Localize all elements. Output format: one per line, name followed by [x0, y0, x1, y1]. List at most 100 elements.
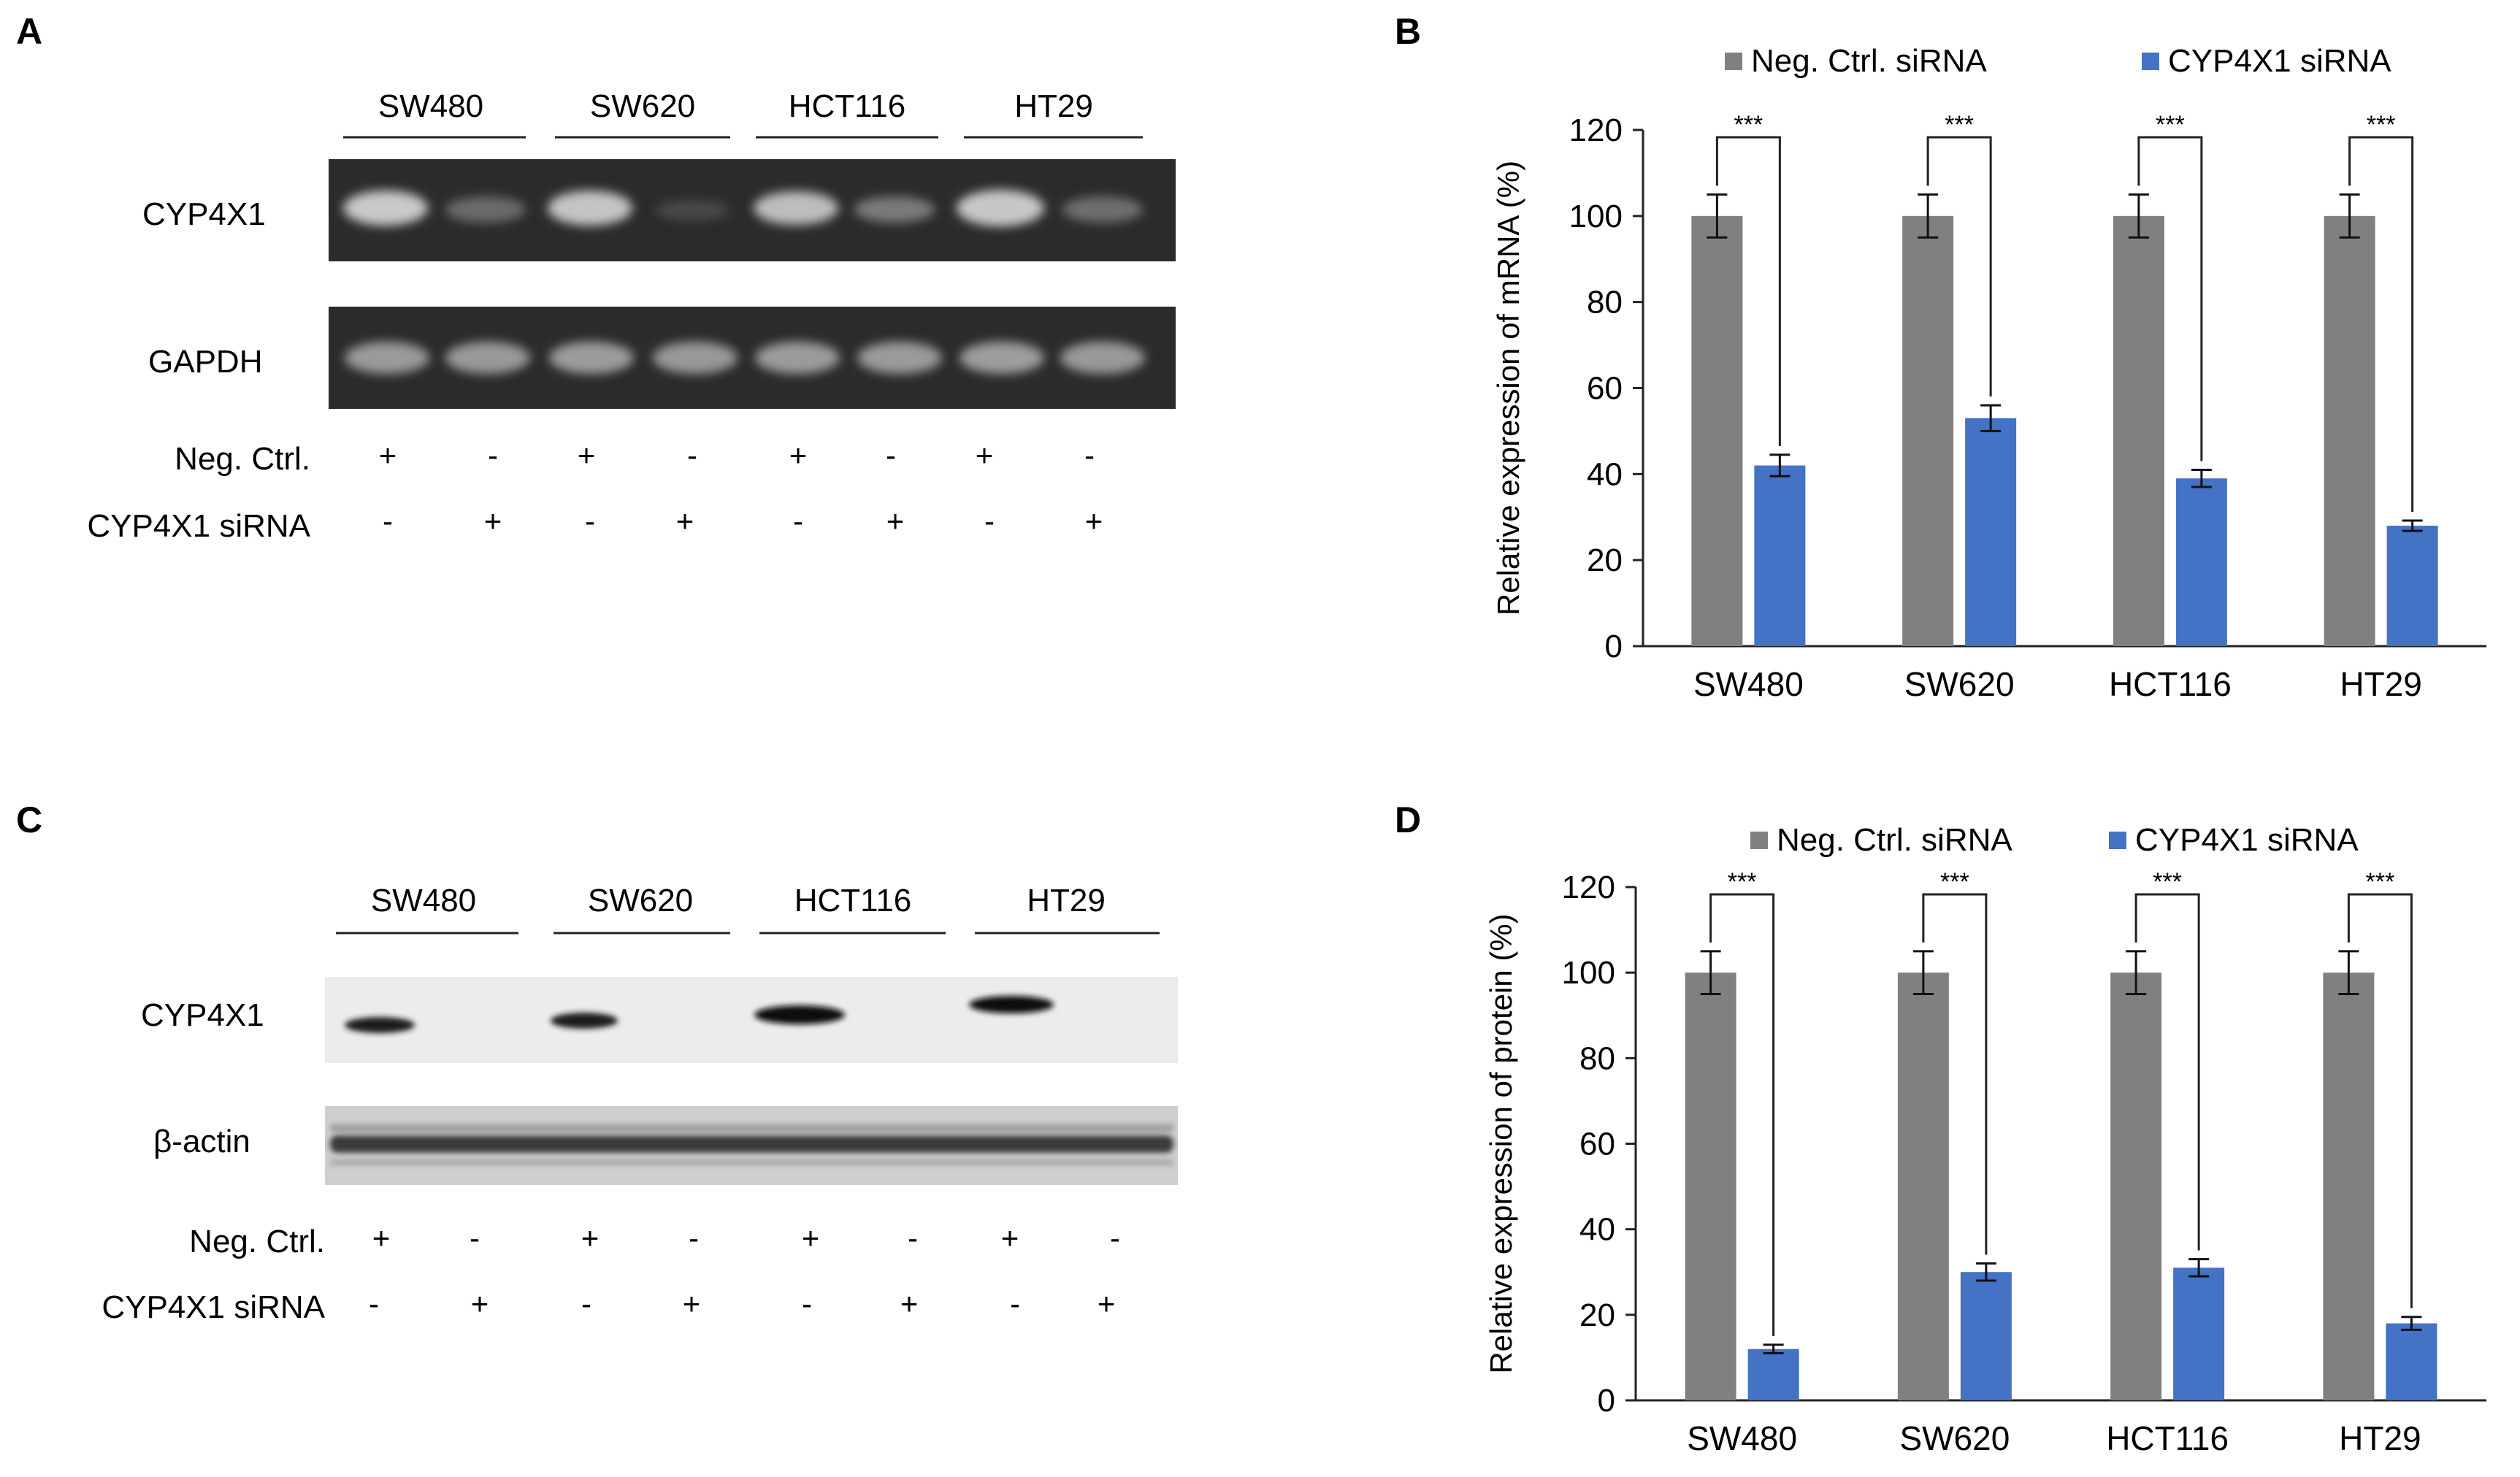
- sign: -: [687, 438, 697, 472]
- bar: [2173, 1267, 2225, 1400]
- sign: -: [488, 438, 498, 472]
- legend-swatch: [1750, 832, 1768, 849]
- x-tick-label: SW480: [1693, 665, 1804, 703]
- panel-c-sirna-label: CYP4X1 siRNA: [102, 1289, 325, 1325]
- panel-a-neg-ctrl-label: Neg. Ctrl.: [175, 441, 310, 477]
- panel-a: A SW480 SW620 HCT116 HT29 CYP4X1 GAPDH: [16, 11, 1176, 544]
- blot-cyp4x1: [325, 977, 1178, 1063]
- chart-protein: 0 20 40 60 80 100 120 Relative expression of pr…: [1484, 822, 2486, 1457]
- panel-a-header-ht29: HT29: [1014, 88, 1093, 124]
- sign: +: [578, 438, 596, 472]
- significance-bracket: [2134, 893, 2200, 1251]
- sign: -: [908, 1221, 918, 1255]
- significance-bracket: [1715, 136, 1781, 446]
- panel-a-row-label-gapdh: GAPDH: [148, 344, 262, 380]
- sign: +: [683, 1286, 701, 1321]
- sign: -: [1084, 438, 1095, 472]
- sign: +: [1001, 1221, 1019, 1255]
- bar: [2324, 215, 2375, 646]
- bar: [1685, 972, 1736, 1400]
- sign: +: [1098, 1286, 1116, 1321]
- sign: -: [793, 504, 803, 538]
- y-axis-label: Relative expression of mRNA (%): [1491, 161, 1525, 615]
- sign: -: [581, 1286, 591, 1321]
- blot-cyp4x1-bands: [345, 996, 1054, 1033]
- legend-swatch: [1725, 53, 1742, 70]
- gel-gapdh-bands: [345, 342, 1145, 374]
- y-tick-label: 80: [1587, 285, 1623, 321]
- blot-beta-actin-bands: [330, 1124, 1173, 1165]
- significance-label: ***: [1945, 111, 1974, 139]
- panel-c-header-hct116: HCT116: [794, 883, 912, 918]
- panel-c-sirna-signs: - + - + - + - +: [369, 1286, 1115, 1321]
- y-tick-label: 20: [1579, 1297, 1615, 1333]
- bar: [1754, 465, 1806, 646]
- y-axis-label: Relative expression of protein (%): [1484, 913, 1518, 1373]
- significance-bracket: [1926, 136, 1992, 397]
- legend-label: CYP4X1 siRNA: [2168, 43, 2391, 79]
- sign: +: [471, 1286, 489, 1321]
- panel-a-header-sw620: SW620: [590, 88, 695, 124]
- significance-label: ***: [2153, 868, 2182, 896]
- legend-label: Neg. Ctrl. siRNA: [1777, 822, 2012, 858]
- bar: [1965, 418, 2017, 646]
- significance-bracket: [1709, 893, 1775, 1336]
- bar: [1897, 972, 1949, 1400]
- sign: +: [581, 1221, 600, 1255]
- y-tick-label: 40: [1579, 1212, 1615, 1248]
- sign: -: [1010, 1286, 1020, 1321]
- panel-c-letter: C: [16, 799, 42, 840]
- panel-a-sirna-signs: - + - + - + - +: [383, 504, 1103, 538]
- panel-a-sirna-label: CYP4X1 siRNA: [87, 508, 310, 544]
- significance-label: ***: [1940, 868, 1969, 896]
- y-tick-label: 100: [1569, 199, 1623, 234]
- sign: +: [379, 438, 397, 472]
- sign: +: [900, 1286, 919, 1321]
- panel-b-letter: B: [1395, 11, 1421, 52]
- sign: +: [886, 504, 905, 538]
- bar: [1747, 1349, 1799, 1400]
- chart-mrna: 0 20 40 60 80 100 120 Relative expression of mR…: [1491, 43, 2486, 703]
- y-tick-label: 0: [1598, 1383, 1615, 1419]
- significance-bracket: [2137, 136, 2203, 461]
- gel-cyp4x1-bands: [343, 190, 1143, 226]
- sign: -: [1110, 1221, 1120, 1255]
- sign: -: [383, 504, 393, 538]
- y-tick-label: 120: [1569, 112, 1623, 148]
- y-tick-label: 20: [1587, 542, 1623, 578]
- y-tick-label: 60: [1587, 371, 1623, 407]
- sign: -: [689, 1221, 699, 1255]
- y-tick-label: 40: [1587, 456, 1623, 492]
- sign: +: [1085, 504, 1103, 538]
- bar: [1960, 1272, 2012, 1400]
- panel-c: C SW480 SW620 HCT116 HT29 CYP4X1 β-actin: [16, 799, 1178, 1325]
- sign: +: [484, 504, 502, 538]
- panel-c-header-ht29: HT29: [1027, 883, 1106, 918]
- bar: [2386, 1323, 2437, 1400]
- panel-a-header-sw480: SW480: [378, 88, 483, 124]
- sign: -: [984, 504, 995, 538]
- bar: [1691, 215, 1743, 646]
- sign: -: [886, 438, 896, 472]
- panel-d-letter: D: [1395, 799, 1421, 840]
- significance-label: ***: [2367, 111, 2396, 139]
- y-tick-label: 0: [1605, 629, 1623, 664]
- panel-c-row-label-cyp4x1: CYP4X1: [141, 997, 264, 1033]
- panel-c-neg-ctrl-signs: + - + - + - + -: [372, 1221, 1120, 1255]
- legend-swatch: [2109, 832, 2126, 849]
- significance-bracket: [2348, 136, 2414, 512]
- panel-a-row-label-cyp4x1: CYP4X1: [142, 196, 266, 232]
- panel-a-neg-ctrl-signs: + - + - + - + -: [379, 438, 1095, 472]
- bar: [2323, 972, 2375, 1400]
- sign: +: [676, 504, 694, 538]
- panel-c-neg-ctrl-label: Neg. Ctrl.: [189, 1224, 325, 1259]
- panel-c-header-sw480: SW480: [371, 883, 476, 918]
- y-tick-label: 100: [1562, 955, 1615, 991]
- sign: +: [789, 438, 808, 472]
- bar: [2110, 972, 2162, 1400]
- y-tick-label: 120: [1562, 870, 1615, 905]
- sign: -: [585, 504, 595, 538]
- significance-label: ***: [2366, 868, 2395, 896]
- bar: [2175, 478, 2227, 646]
